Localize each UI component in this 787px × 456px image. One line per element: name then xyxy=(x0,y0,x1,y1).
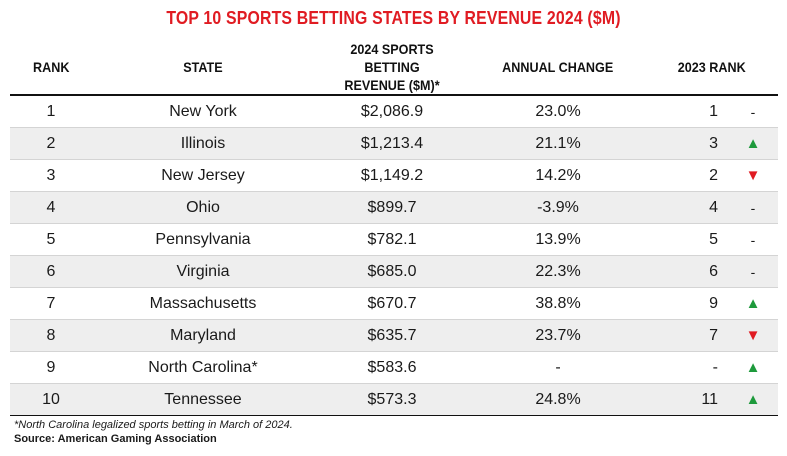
annual-change-cell: 38.8% xyxy=(470,287,646,320)
rank-cell: 1 xyxy=(10,95,92,128)
table-row: 7 Massachusetts $670.7 38.8% 9 ▲ xyxy=(10,287,779,320)
state-cell: North Carolina* xyxy=(92,351,314,384)
revenue-cell: $573.3 xyxy=(314,383,470,416)
trend-cell: ▼ xyxy=(728,319,779,352)
table-row: 8 Maryland $635.7 23.7% 7 ▼ xyxy=(10,319,779,352)
header-state: STATE xyxy=(92,40,314,96)
rank-2023-cell: 7 xyxy=(646,319,728,352)
trend-cell: ▲ xyxy=(728,287,779,320)
no-change-dash: - xyxy=(750,263,756,280)
down-triangle-icon: ▼ xyxy=(745,167,761,184)
revenue-cell: $583.6 xyxy=(314,351,470,384)
rank-cell: 2 xyxy=(10,127,92,160)
rank-cell: 8 xyxy=(10,319,92,352)
trend-cell: ▼ xyxy=(728,159,779,192)
revenue-cell: $670.7 xyxy=(314,287,470,320)
trend-cell: - xyxy=(728,191,779,224)
state-cell: New Jersey xyxy=(92,159,314,192)
header-annual-change: ANNUAL CHANGE xyxy=(470,40,646,96)
table-row: 10 Tennessee $573.3 24.8% 11 ▲ xyxy=(10,383,779,416)
trend-cell: ▲ xyxy=(728,383,779,416)
table-row: 4 Ohio $899.7 -3.9% 4- xyxy=(10,191,779,224)
revenue-cell: $899.7 xyxy=(314,191,470,224)
revenue-table: RANK STATE 2024 SPORTS BETTING REVENUE ($… xyxy=(10,40,779,416)
header-2023-rank: 2023 RANK xyxy=(646,40,779,96)
table-row: 1 New York $2,086.9 23.0% 1- xyxy=(10,95,779,128)
state-cell: Pennsylvania xyxy=(92,223,314,256)
header-revenue: 2024 SPORTS BETTING REVENUE ($M)* xyxy=(314,40,470,96)
annual-change-cell: 21.1% xyxy=(470,127,646,160)
rank-cell: 4 xyxy=(10,191,92,224)
rank-2023-cell: 6 xyxy=(646,255,728,288)
state-cell: Maryland xyxy=(92,319,314,352)
trend-cell: - xyxy=(728,95,779,128)
revenue-cell: $1,149.2 xyxy=(314,159,470,192)
page-title: TOP 10 SPORTS BETTING STATES BY REVENUE … xyxy=(166,8,621,28)
rank-cell: 3 xyxy=(10,159,92,192)
annual-change-cell: 14.2% xyxy=(470,159,646,192)
state-cell: Massachusetts xyxy=(92,287,314,320)
rank-cell: 10 xyxy=(10,383,92,416)
table-row: 5 Pennsylvania $782.1 13.9% 5- xyxy=(10,223,779,256)
rank-cell: 9 xyxy=(10,351,92,384)
annual-change-cell: 24.8% xyxy=(470,383,646,416)
header-row: RANK STATE 2024 SPORTS BETTING REVENUE ($… xyxy=(10,40,779,96)
table-row: 6 Virginia $685.0 22.3% 6- xyxy=(10,255,779,288)
rank-cell: 6 xyxy=(10,255,92,288)
trend-cell: ▲ xyxy=(728,127,779,160)
state-cell: Ohio xyxy=(92,191,314,224)
header-rank: RANK xyxy=(10,40,92,96)
rank-2023-cell: 1 xyxy=(646,95,728,128)
rank-2023-cell: 11 xyxy=(646,383,728,416)
revenue-cell: $635.7 xyxy=(314,319,470,352)
no-change-dash: - xyxy=(750,231,756,248)
annual-change-cell: 23.7% xyxy=(470,319,646,352)
rank-cell: 7 xyxy=(10,287,92,320)
trend-cell: - xyxy=(728,255,779,288)
rank-2023-cell: 9 xyxy=(646,287,728,320)
revenue-cell: $782.1 xyxy=(314,223,470,256)
footnote: *North Carolina legalized sports betting… xyxy=(14,419,293,431)
state-cell: New York xyxy=(92,95,314,128)
up-triangle-icon: ▲ xyxy=(745,295,761,312)
trend-cell: ▲ xyxy=(728,351,779,384)
source-note: Source: American Gaming Association xyxy=(14,433,217,445)
rank-2023-cell: 3 xyxy=(646,127,728,160)
table-row: 3 New Jersey $1,149.2 14.2% 2 ▼ xyxy=(10,159,779,192)
annual-change-cell: -3.9% xyxy=(470,191,646,224)
up-triangle-icon: ▲ xyxy=(745,391,761,408)
annual-change-cell: 13.9% xyxy=(470,223,646,256)
down-triangle-icon: ▼ xyxy=(745,327,761,344)
no-change-dash: - xyxy=(750,103,756,120)
up-triangle-icon: ▲ xyxy=(745,359,761,376)
revenue-cell: $2,086.9 xyxy=(314,95,470,128)
rank-cell: 5 xyxy=(10,223,92,256)
table-row: 9 North Carolina* $583.6- - ▲ xyxy=(10,351,779,384)
trend-cell: - xyxy=(728,223,779,256)
rank-2023-cell: 4 xyxy=(646,191,728,224)
annual-change-cell: 22.3% xyxy=(470,255,646,288)
rank-2023-cell: - xyxy=(646,351,728,384)
revenue-cell: $685.0 xyxy=(314,255,470,288)
revenue-cell: $1,213.4 xyxy=(314,127,470,160)
state-cell: Illinois xyxy=(92,127,314,160)
no-change-dash: - xyxy=(750,199,756,216)
up-triangle-icon: ▲ xyxy=(745,135,761,152)
annual-change-cell: 23.0% xyxy=(470,95,646,128)
rank-2023-cell: 2 xyxy=(646,159,728,192)
rank-2023-cell: 5 xyxy=(646,223,728,256)
annual-change-cell: - xyxy=(470,351,646,384)
state-cell: Tennessee xyxy=(92,383,314,416)
table-row: 2 Illinois $1,213.4 21.1% 3 ▲ xyxy=(10,127,779,160)
state-cell: Virginia xyxy=(92,255,314,288)
